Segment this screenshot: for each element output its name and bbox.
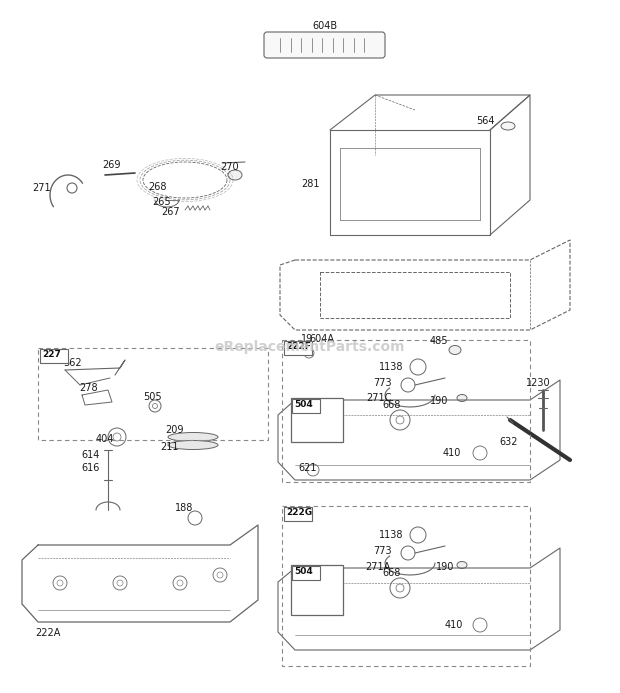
Text: 268: 268: [148, 182, 167, 192]
Text: eReplacementParts.com: eReplacementParts.com: [215, 340, 405, 354]
Text: 505: 505: [143, 392, 162, 402]
Text: 271: 271: [32, 183, 51, 193]
Text: 621: 621: [298, 463, 316, 473]
Text: 485: 485: [430, 336, 448, 346]
Text: 1138: 1138: [379, 362, 404, 372]
Text: 604A: 604A: [309, 334, 334, 344]
Text: 19: 19: [301, 334, 313, 344]
Bar: [292, 399, 320, 413]
Bar: [284, 507, 312, 521]
Text: 222A: 222A: [35, 628, 60, 638]
Text: 222G: 222G: [286, 508, 312, 517]
Text: 604B: 604B: [312, 21, 337, 31]
Text: 1230: 1230: [526, 378, 551, 388]
Ellipse shape: [168, 441, 218, 450]
Text: 404: 404: [96, 434, 114, 444]
Bar: [282, 340, 530, 482]
Text: 190: 190: [430, 396, 448, 406]
Ellipse shape: [457, 394, 467, 401]
Ellipse shape: [168, 432, 218, 441]
Text: 270: 270: [220, 162, 239, 172]
Bar: [291, 398, 343, 442]
Text: 267: 267: [161, 207, 180, 217]
Text: 269: 269: [102, 160, 120, 170]
Bar: [284, 341, 312, 355]
FancyBboxPatch shape: [264, 32, 385, 58]
Text: 504: 504: [294, 400, 312, 409]
Text: 564: 564: [476, 116, 495, 126]
Text: 773: 773: [373, 546, 392, 556]
Text: 410: 410: [443, 448, 461, 458]
Bar: [40, 349, 68, 363]
Text: 190: 190: [436, 562, 454, 572]
Text: 227: 227: [42, 350, 61, 359]
Text: 773: 773: [373, 378, 392, 388]
Text: 562: 562: [63, 358, 82, 368]
Bar: [291, 565, 343, 615]
Text: 1138: 1138: [379, 530, 404, 540]
Text: 209: 209: [165, 425, 184, 435]
Bar: [292, 566, 320, 580]
Text: 211: 211: [160, 442, 179, 452]
Text: 271C: 271C: [366, 393, 391, 403]
Text: 410: 410: [445, 620, 463, 630]
Text: 614: 614: [81, 450, 99, 460]
Text: 188: 188: [175, 503, 193, 513]
Text: 222F: 222F: [286, 342, 311, 351]
Bar: [282, 506, 530, 666]
Text: 271A: 271A: [365, 562, 390, 572]
Text: 616: 616: [81, 463, 99, 473]
Text: 668: 668: [382, 400, 401, 410]
Ellipse shape: [449, 346, 461, 355]
Text: 504: 504: [294, 567, 312, 576]
Text: 668: 668: [382, 568, 401, 578]
Ellipse shape: [457, 561, 467, 568]
Text: 278: 278: [79, 383, 97, 393]
Bar: [38, 348, 268, 440]
Text: 632: 632: [499, 437, 518, 447]
Text: 281: 281: [301, 179, 320, 189]
Ellipse shape: [228, 170, 242, 180]
Text: 265: 265: [152, 197, 171, 207]
Ellipse shape: [501, 122, 515, 130]
